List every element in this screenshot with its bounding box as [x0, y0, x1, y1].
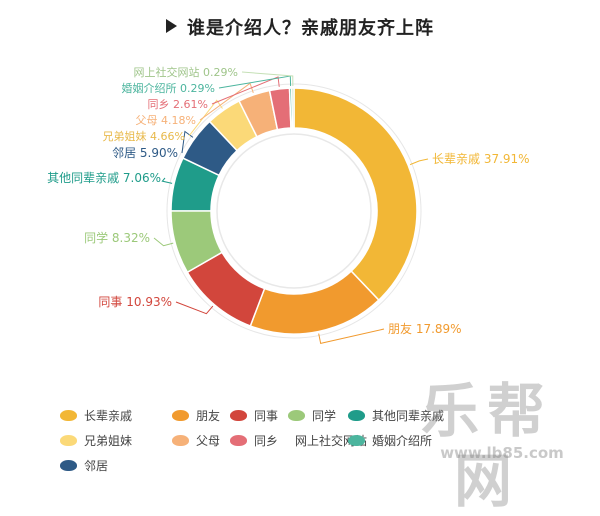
slice-label-7: 兄弟姐妹 4.66% — [103, 129, 185, 143]
chart-legend: 长辈亲戚 朋友 同事 同学 其他同辈亲戚兄弟姐妹 父母 同乡 网上社交网站 婚姻介绍所邻居 — [60, 407, 560, 474]
legend-label: 婚姻介绍所 — [372, 434, 433, 448]
legend-label: 长辈亲戚 — [84, 409, 133, 423]
slice-label-9: 同乡 2.61% — [148, 98, 208, 111]
leader-line-7 — [188, 99, 223, 137]
legend-item: 其他同辈亲戚 — [348, 407, 548, 424]
leader-line-1 — [409, 158, 429, 166]
legend-item: 兄弟姐妹 — [60, 432, 172, 449]
outer-ring — [166, 83, 422, 339]
legend-swatch — [60, 410, 77, 421]
legend-label: 其他同辈亲戚 — [372, 409, 445, 423]
donut-chart: 长辈亲戚 37.91% 朋友 17.89% 同事 10.93% 同学 8.32% 其他同… — [47, 65, 530, 344]
legend-swatch — [288, 410, 305, 421]
legend-item: 朋友 — [172, 407, 230, 424]
legend-label: 兄弟姐妹 — [84, 434, 133, 448]
legend-label: 邻居 — [84, 459, 109, 473]
legend-swatch — [348, 410, 365, 421]
chart-title-text: 谁是介绍人？亲戚朋友齐上阵 — [187, 18, 434, 39]
leader-line-11 — [241, 71, 294, 87]
leader-line-6 — [181, 130, 194, 154]
legend-swatch — [172, 410, 189, 421]
slice-label-5: 其他同辈亲戚 7.06% — [47, 171, 161, 185]
legend-item: 网上社交网站 — [288, 432, 367, 449]
slice-label-6: 邻居 5.90% — [112, 146, 178, 160]
legend-item: 同乡 — [230, 432, 288, 449]
legend-swatch — [348, 435, 365, 446]
leader-line-8 — [199, 82, 254, 121]
inner-ring — [216, 133, 372, 289]
legend-label: 同乡 — [254, 434, 279, 448]
slice-label-10: 婚姻介绍所 0.29% — [122, 81, 215, 95]
legend-label: 同学 — [312, 409, 337, 423]
legend-swatch — [230, 410, 247, 421]
legend-label: 父母 — [196, 434, 221, 448]
legend-item: 同事 — [230, 407, 288, 424]
slice-2 — [249, 270, 380, 335]
legend-item: 长辈亲戚 — [60, 407, 172, 424]
watermark-url: www.lb85.com — [440, 444, 564, 462]
legend-label: 同事 — [254, 409, 279, 423]
slice-label-1: 长辈亲戚 37.91% — [432, 152, 530, 166]
slice-1 — [293, 87, 418, 302]
slice-label-3: 同事 10.93% — [98, 295, 172, 309]
legend-label: 朋友 — [196, 409, 221, 423]
leader-line-3 — [175, 301, 214, 315]
slice-label-11: 网上社交网站 0.29% — [134, 65, 238, 79]
legend-item: 父母 — [172, 432, 230, 449]
play-arrow-icon — [166, 19, 177, 33]
leader-line-2 — [318, 328, 385, 344]
slice-11 — [290, 87, 295, 129]
legend-item: 婚姻介绍所 — [348, 432, 548, 449]
slice-label-8: 父母 4.18% — [136, 114, 196, 127]
slice-label-4: 同学 8.32% — [84, 230, 150, 245]
leader-line-9 — [211, 76, 280, 105]
leader-line-5 — [161, 177, 173, 184]
chart-title: 谁是介绍人？亲戚朋友齐上阵 — [0, 14, 600, 40]
legend-swatch — [172, 435, 189, 446]
slice-label-2: 朋友 17.89% — [388, 322, 462, 336]
legend-item: 同学 — [288, 407, 348, 424]
legend-swatch — [60, 435, 77, 446]
legend-swatch — [230, 435, 247, 446]
leader-line-4 — [153, 237, 174, 247]
legend-swatch — [60, 460, 77, 471]
legend-item: 邻居 — [60, 457, 172, 474]
